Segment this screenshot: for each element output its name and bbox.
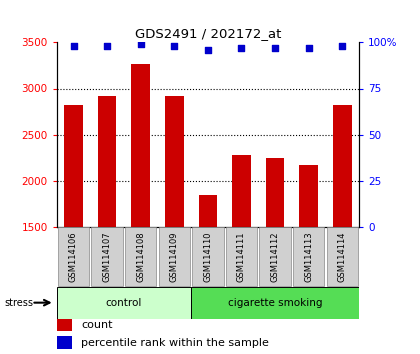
- Bar: [125, 227, 157, 286]
- Bar: [326, 227, 358, 286]
- Bar: [57, 336, 72, 349]
- Point: [171, 43, 178, 49]
- Point: [272, 45, 278, 51]
- Bar: [226, 227, 257, 286]
- Text: control: control: [106, 298, 142, 308]
- Bar: [57, 319, 72, 331]
- Bar: [57, 287, 191, 319]
- Bar: [191, 287, 359, 319]
- Text: count: count: [81, 320, 113, 330]
- Point: [104, 43, 110, 49]
- Point: [137, 41, 144, 47]
- Point: [238, 45, 245, 51]
- Text: cigarette smoking: cigarette smoking: [228, 298, 323, 308]
- Point: [70, 43, 77, 49]
- Bar: [192, 227, 224, 286]
- Text: GSM114114: GSM114114: [338, 232, 347, 282]
- Bar: [165, 96, 184, 227]
- Text: GSM114108: GSM114108: [136, 231, 145, 282]
- Bar: [91, 227, 123, 286]
- Bar: [199, 195, 217, 227]
- Bar: [259, 227, 291, 286]
- Text: GSM114106: GSM114106: [69, 231, 78, 282]
- Bar: [266, 159, 284, 227]
- Bar: [64, 105, 83, 227]
- Text: GSM114111: GSM114111: [237, 232, 246, 282]
- Bar: [158, 227, 190, 286]
- Bar: [131, 64, 150, 227]
- Point: [339, 43, 346, 49]
- Point: [305, 45, 312, 51]
- Bar: [98, 96, 116, 227]
- Title: GDS2491 / 202172_at: GDS2491 / 202172_at: [135, 27, 281, 40]
- Bar: [58, 227, 89, 286]
- Text: GSM114113: GSM114113: [304, 231, 313, 282]
- Text: GSM114112: GSM114112: [270, 232, 280, 282]
- Bar: [333, 105, 352, 227]
- Bar: [299, 165, 318, 227]
- Text: stress: stress: [4, 298, 33, 308]
- Text: GSM114110: GSM114110: [203, 232, 213, 282]
- Text: GSM114107: GSM114107: [102, 231, 112, 282]
- Text: GSM114109: GSM114109: [170, 232, 179, 282]
- Text: percentile rank within the sample: percentile rank within the sample: [81, 338, 269, 348]
- Bar: [293, 227, 325, 286]
- Bar: [232, 155, 251, 227]
- Point: [205, 47, 211, 53]
